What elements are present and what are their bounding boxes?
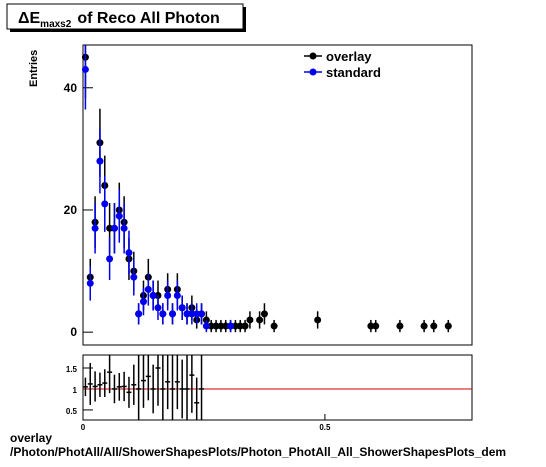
data-point [188,310,196,318]
data-point [159,310,167,318]
data-point [246,316,254,324]
y-tick-label: 1 [73,386,78,395]
data-point [169,310,177,318]
legend-label: overlay [326,49,372,64]
data-point [139,298,147,306]
data-point [183,310,191,318]
y-tick-label: 0.5 [66,407,78,416]
data-point [110,224,118,232]
data-point [198,310,206,318]
y-tick-label: 0 [70,325,77,339]
data-point [173,292,181,300]
legend-marker [309,68,317,76]
data-point [96,157,104,165]
data-point [231,322,239,330]
data-point [193,310,201,318]
data-point [222,322,230,330]
data-point [314,316,322,324]
data-point [154,304,162,312]
footer-path: /Photon/PhotAll/All/ShowerShapesPlots/Ph… [10,445,506,459]
y-tick-label: 40 [64,81,78,95]
ratio-frame [82,354,473,421]
data-point [86,279,94,287]
chart-title: ΔEmaxs2 of Reco All Photon [18,10,220,30]
legend-label: standard [326,65,381,80]
data-point [91,224,99,232]
data-point [202,322,210,330]
legend-marker [309,52,317,60]
data-point [207,322,215,330]
data-point [367,322,375,330]
data-point [164,292,172,300]
data-point [236,322,244,330]
data-point [270,322,278,330]
data-point [372,322,380,330]
data-point [144,285,152,293]
data-point [227,322,235,330]
y-tick-label: 20 [64,203,78,217]
data-point [178,304,186,312]
data-point [101,200,109,208]
main-frame [82,44,473,346]
data-point [241,322,249,330]
data-point [420,322,428,330]
footer-line: overlay [10,431,52,445]
x-tick-label: 0.5 [319,423,331,432]
data-point [106,224,114,232]
data-point [430,322,438,330]
data-point [217,322,225,330]
x-tick-label: 0 [81,423,86,432]
data-point [260,310,268,318]
data-point [256,316,264,324]
y-tick-label: 1.5 [66,365,78,374]
y-axis-label: Entries [28,50,40,87]
data-point [149,292,157,300]
data-point [130,273,138,281]
data-point [396,322,404,330]
data-point [106,255,114,263]
data-point [120,224,128,232]
data-point [81,65,89,73]
data-point [444,322,452,330]
title-box [6,3,244,30]
data-point [115,212,123,220]
data-point [135,310,143,318]
data-point [212,322,220,330]
data-point [125,249,133,257]
